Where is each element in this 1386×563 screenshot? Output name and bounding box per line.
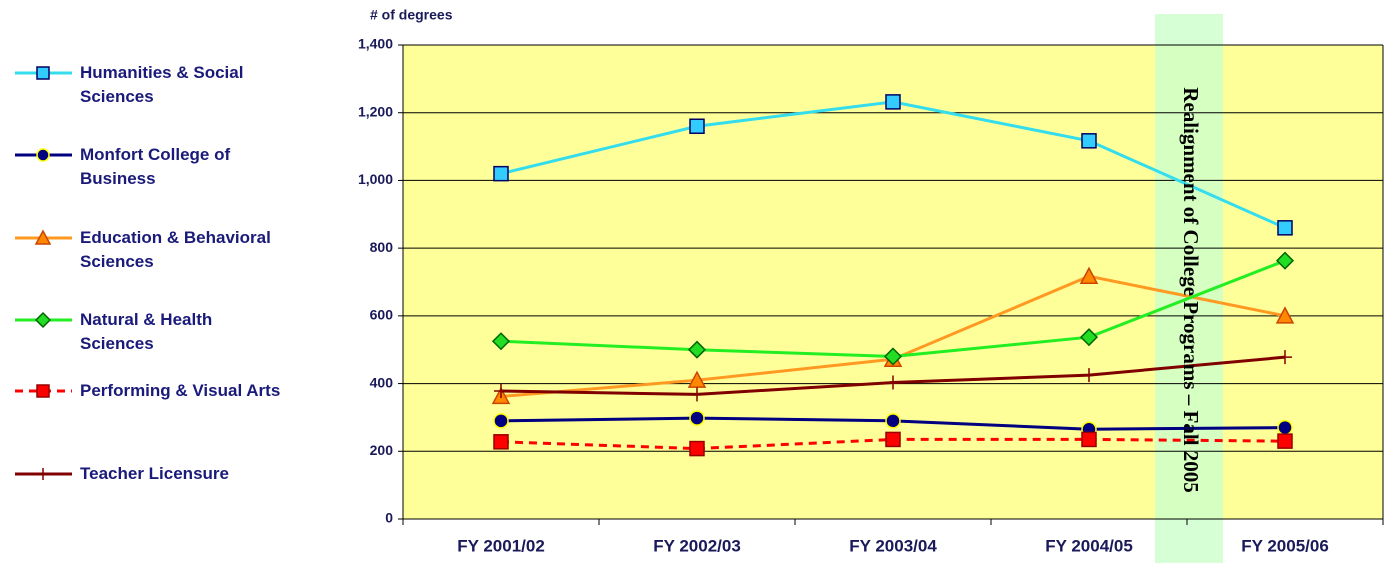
data-point [689,410,705,426]
data-point [883,347,903,366]
annotation: Realignment of College Programs – Fall 2… [1179,87,1203,493]
data-point [1277,220,1293,236]
x-tick-label: FY 2002/03 [653,536,741,555]
legend-label: Monfort College of Business [80,145,231,188]
y-tick-label: 1,000 [358,171,393,187]
legend-label: Humanities & Social Sciences [80,63,244,106]
x-tick-label: FY 2004/05 [1045,536,1133,555]
y-tick-label: 1,400 [358,36,393,52]
data-point [1081,431,1097,448]
data-point [493,434,509,450]
data-point [1079,328,1099,347]
data-point [1277,433,1293,449]
legend-label: Education & Behavioral Sciences [80,228,271,271]
data-point [493,413,509,429]
data-point [493,165,509,182]
x-tick-label: FY 2003/04 [849,536,937,555]
y-tick-label: 400 [370,374,394,390]
data-point [886,375,900,390]
data-point [1081,133,1097,149]
data-point [1082,368,1096,383]
data-point [885,413,901,429]
y-tick-label: 0 [385,510,393,526]
y-tick-label: 200 [370,442,394,458]
data-point [689,440,705,457]
y-axis-label: # of degrees [370,7,453,23]
data-point [690,387,704,402]
y-tick-label: 1,200 [358,103,393,119]
y-tick-label: 600 [370,307,394,323]
data-point [1079,266,1099,284]
legend-marker [34,311,52,329]
y-tick-label: 800 [370,239,394,255]
legend-marker [36,66,50,80]
legend-marker [34,229,52,245]
data-point [687,340,707,359]
plot-area [403,45,1383,519]
legend-label: Teacher Licensure [80,464,229,483]
data-point [491,332,511,351]
data-point [1275,306,1295,324]
legend-marker [36,148,50,162]
data-point [1278,350,1292,365]
x-tick-label: FY 2005/06 [1241,536,1329,555]
data-point [885,431,901,448]
data-point [885,94,901,110]
data-point [494,384,508,399]
legend-label: Performing & Visual Arts [80,381,281,400]
legend-marker [36,384,50,398]
legend-marker [37,468,49,480]
data-point [1275,251,1295,270]
legend-label: Natural & Health Sciences [80,310,213,353]
x-tick-label: FY 2001/02 [457,536,545,555]
data-point [689,118,705,135]
data-point [687,370,707,388]
data-point [1277,419,1293,436]
